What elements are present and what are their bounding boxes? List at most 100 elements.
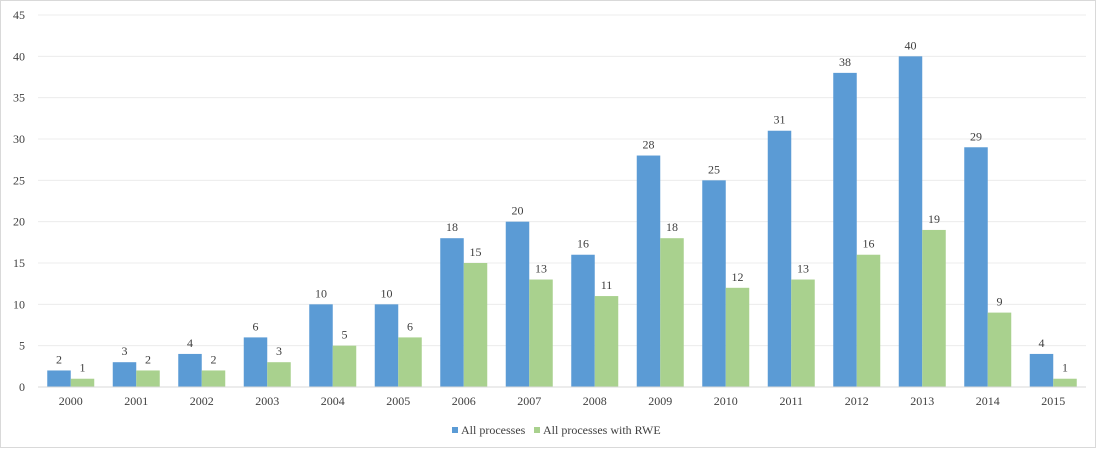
legend-label: All processes — [461, 423, 526, 437]
y-tick-label: 0 — [19, 380, 25, 394]
data-label: 4 — [1039, 336, 1045, 350]
y-tick-label: 40 — [13, 49, 25, 63]
data-label: 2 — [145, 352, 151, 366]
bar-all-processes-with-rwe — [791, 279, 815, 387]
data-label: 28 — [643, 138, 655, 152]
x-tick-label: 2001 — [124, 394, 148, 408]
bar-all-processes — [1029, 353, 1054, 387]
y-tick-label: 5 — [19, 339, 25, 353]
data-label: 12 — [732, 270, 744, 284]
bar-all-processes — [178, 353, 202, 387]
x-tick-label: 2006 — [452, 394, 476, 408]
x-tick-label: 2004 — [321, 394, 345, 408]
y-tick-label: 20 — [13, 215, 25, 229]
bar-all-processes-with-rwe — [987, 312, 1012, 387]
x-tick-label: 2005 — [386, 394, 410, 408]
data-label: 6 — [407, 319, 413, 333]
data-label: 15 — [470, 245, 482, 259]
bar-all-processes-with-rwe — [594, 296, 619, 387]
bar-all-processes-with-rwe — [332, 345, 357, 387]
data-label: 20 — [512, 204, 524, 218]
bar-all-processes-with-rwe — [922, 229, 946, 387]
data-label: 4 — [187, 336, 193, 350]
gridlines — [38, 14, 1086, 347]
data-label: 5 — [342, 328, 348, 342]
y-tick-label: 35 — [13, 91, 25, 105]
data-label: 29 — [970, 129, 982, 143]
data-label: 9 — [997, 295, 1003, 309]
bar-all-processes — [964, 147, 988, 387]
bar-all-processes-with-rwe — [201, 370, 226, 387]
bar-all-processes-with-rwe — [660, 238, 684, 387]
data-label: 11 — [601, 278, 613, 292]
bar-all-processes-with-rwe — [463, 263, 488, 387]
data-label: 18 — [446, 220, 458, 234]
bar-all-processes — [571, 254, 595, 387]
bar-all-processes — [243, 337, 268, 387]
x-tick-label: 2010 — [714, 394, 738, 408]
x-axis-ticks: 2000 2001 2002 2003 2004 2005 2006 2007 2008 2009… — [59, 394, 1066, 408]
data-label: 25 — [708, 162, 720, 176]
data-label: 13 — [535, 262, 547, 276]
data-label: 13 — [797, 262, 809, 276]
bar-all-processes-with-rwe — [398, 337, 422, 387]
x-tick-label: 2012 — [845, 394, 869, 408]
x-tick-label: 2003 — [255, 394, 279, 408]
data-label: 10 — [381, 286, 393, 300]
y-tick-label: 15 — [13, 256, 25, 270]
legend: All processes All processes with RWE — [452, 423, 661, 437]
data-label: 38 — [839, 55, 851, 69]
data-label: 3 — [276, 344, 282, 358]
data-label: 1 — [80, 361, 86, 375]
bar-all-processes-with-rwe — [70, 378, 95, 387]
x-tick-label: 2013 — [910, 394, 934, 408]
bar-all-processes — [898, 56, 923, 387]
data-label: 2 — [56, 352, 62, 366]
bar-all-processes — [636, 155, 661, 387]
bar-all-processes — [112, 362, 137, 387]
x-tick-label: 2014 — [976, 394, 1000, 408]
legend-label: All processes with RWE — [543, 423, 661, 437]
x-tick-label: 2011 — [779, 394, 803, 408]
bar-all-processes — [440, 238, 464, 387]
bar-all-processes — [374, 304, 399, 387]
data-label: 31 — [774, 113, 786, 127]
bar-all-processes-with-rwe — [725, 287, 750, 387]
x-tick-label: 2007 — [517, 394, 541, 408]
x-tick-label: 2009 — [648, 394, 672, 408]
bar-all-processes — [833, 72, 857, 387]
data-labels: 2132426310510618152013161128182512311338… — [56, 38, 1068, 374]
x-tick-label: 2008 — [583, 394, 607, 408]
y-tick-label: 45 — [13, 8, 25, 22]
bar-all-processes — [505, 221, 530, 387]
data-label: 2 — [211, 352, 217, 366]
y-axis-ticks: 0 5 10 15 20 25 30 35 40 45 — [13, 8, 25, 394]
data-label: 19 — [928, 212, 940, 226]
data-label: 3 — [122, 344, 128, 358]
bar-all-processes-with-rwe — [1053, 378, 1077, 387]
x-tick-label: 2015 — [1041, 394, 1065, 408]
data-label: 18 — [666, 220, 678, 234]
bar-all-processes — [702, 180, 726, 387]
legend-swatch — [452, 427, 458, 433]
data-label: 40 — [905, 38, 917, 52]
data-label: 1 — [1062, 361, 1068, 375]
bar-all-processes-with-rwe — [529, 279, 553, 387]
bars — [47, 56, 1077, 387]
bar-all-processes — [309, 304, 333, 387]
y-tick-label: 25 — [13, 173, 25, 187]
y-tick-label: 30 — [13, 132, 25, 146]
bar-all-processes — [767, 130, 792, 387]
bar-all-processes-with-rwe — [856, 254, 881, 387]
data-label: 16 — [577, 237, 589, 251]
bar-all-processes-with-rwe — [267, 362, 291, 387]
bar-all-processes-with-rwe — [136, 370, 160, 387]
legend-swatch — [534, 427, 540, 433]
y-tick-label: 10 — [13, 297, 25, 311]
data-label: 6 — [253, 319, 259, 333]
bar-all-processes — [47, 370, 71, 387]
x-tick-label: 2000 — [59, 394, 83, 408]
data-label: 10 — [315, 286, 327, 300]
